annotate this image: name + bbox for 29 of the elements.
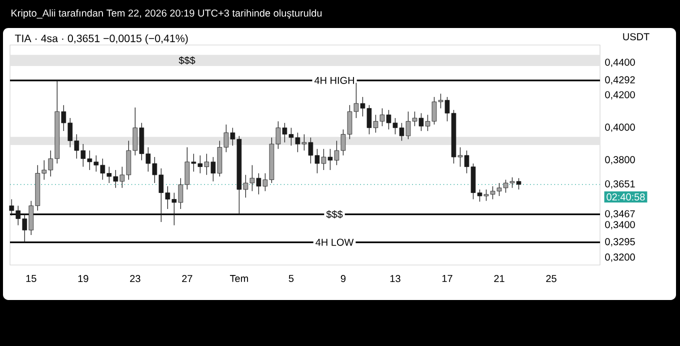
y-axis-title: USDT bbox=[623, 33, 650, 40]
y-tick-label: 0,3651 bbox=[605, 180, 635, 189]
x-tick-label: 17 bbox=[442, 275, 452, 282]
y-tick-label: 0,3467 bbox=[605, 210, 635, 218]
y-tick-label: 0,4292 bbox=[605, 76, 635, 85]
y-tick-label: 0,4200 bbox=[605, 91, 635, 100]
text: Kripto_Alii tarafından Tem 22, 2026 20:19 UTC+3 tarihinde oluşturuldu bbox=[12, 9, 322, 19]
x-tick-label: Tem bbox=[230, 275, 248, 282]
ref-line-label: 4H LOW bbox=[316, 238, 354, 246]
x-tick-label: 9 bbox=[340, 275, 346, 282]
x-tick-label: 15 bbox=[26, 275, 36, 282]
x-tick-label: 25 bbox=[546, 275, 556, 282]
ref-line-label: $$$ bbox=[326, 210, 343, 218]
x-tick-label: 5 bbox=[288, 275, 294, 282]
x-tick-label: 27 bbox=[182, 275, 192, 282]
x-tick-label: 23 bbox=[130, 275, 140, 282]
y-tick-label: 0,3200 bbox=[605, 254, 635, 262]
y-tick-label: 0,3400 bbox=[605, 221, 635, 230]
x-tick-label: 19 bbox=[78, 275, 88, 282]
chart-title: TIA · 4sa · 0,3651 −0,0015 (−0,41%) bbox=[14, 34, 188, 44]
y-tick-label: 0,3800 bbox=[605, 156, 635, 164]
y-tick-label: 0,4400 bbox=[605, 58, 635, 67]
text: 02:40:58 bbox=[606, 193, 645, 200]
band-label: $$$ bbox=[178, 56, 196, 64]
y-tick-label: 0,3295 bbox=[605, 238, 635, 246]
ref-line-label: 4H HIGH bbox=[314, 76, 354, 84]
y-tick-label: 0,4000 bbox=[605, 124, 635, 132]
x-tick-label: 21 bbox=[494, 275, 504, 282]
x-tick-label: 13 bbox=[390, 275, 400, 282]
